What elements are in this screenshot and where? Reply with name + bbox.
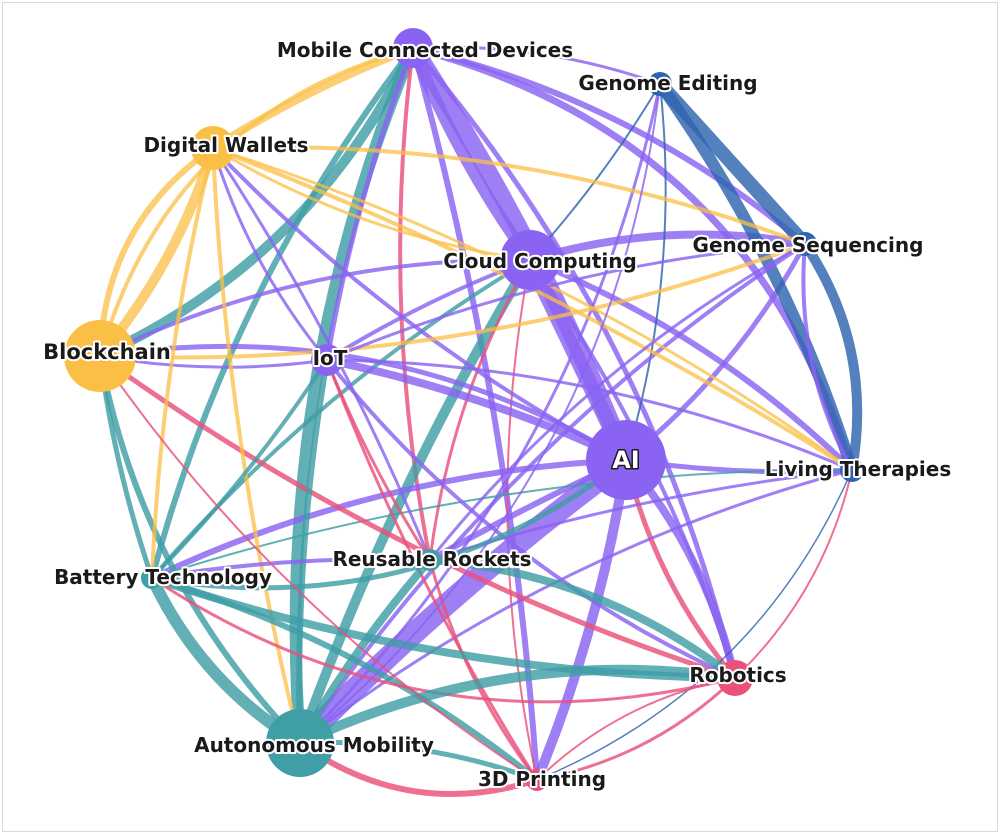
node-wallets[interactable]: [191, 126, 235, 170]
node-ai[interactable]: [586, 420, 666, 500]
edge-iot-robotics: [325, 358, 737, 680]
edge-genome_edit-living: [654, 78, 858, 476]
edge-ai-wallets: [211, 146, 628, 462]
edge-rockets-battery: [150, 557, 432, 580]
node-label-robotics: Robotics: [689, 663, 786, 687]
edge-printing-blockchain: [99, 355, 538, 781]
edge-rockets-genome_seq: [428, 242, 807, 562]
node-label-printing: 3D Printing: [478, 767, 606, 791]
edge-battery-ai: [149, 457, 629, 591]
nodes-layer: [64, 28, 864, 791]
node-label-battery: Battery Technology: [54, 565, 272, 589]
node-blockchain[interactable]: [64, 320, 136, 392]
edge-cloud-living: [527, 257, 855, 473]
node-mobile[interactable]: [393, 28, 433, 68]
node-label-genome-seq: Genome Sequencing: [693, 233, 924, 257]
node-label-iot: IoT: [313, 346, 348, 370]
edge-living-printing: [536, 469, 853, 781]
edge-genome_seq-wallets: [211, 144, 807, 246]
node-mobility[interactable]: [266, 709, 334, 777]
node-cloud[interactable]: [500, 230, 560, 290]
edge-mobile-genome_edit: [411, 45, 662, 86]
node-robotics[interactable]: [717, 660, 753, 696]
edge-wallets-battery: [150, 146, 215, 580]
node-living[interactable]: [840, 458, 864, 482]
edge-living-robotics: [734, 469, 853, 679]
node-label-mobility: Autonomous Mobility: [194, 733, 434, 757]
edge-rockets-printing: [428, 558, 539, 782]
node-iot[interactable]: [311, 344, 343, 376]
edge-robotics-printing: [535, 676, 737, 782]
node-label-wallets: Digital Wallets: [143, 133, 308, 157]
edge-cloud-genome_seq: [526, 230, 809, 264]
edge-mobile-wallets: [209, 44, 417, 152]
edge-mobile-battery: [149, 45, 416, 581]
node-genome-seq[interactable]: [793, 232, 817, 256]
edge-battery-printing: [149, 575, 540, 783]
node-label-blockchain: Blockchain: [43, 340, 171, 364]
node-printing[interactable]: [526, 769, 548, 791]
node-label-genome-edit: Genome Editing: [578, 71, 757, 95]
edge-mobility-robotics: [295, 664, 740, 748]
node-label-ai: AI: [612, 446, 640, 474]
edge-mobile-robotics: [410, 45, 738, 681]
edge-living-battery: [151, 468, 853, 579]
node-label-mobile: Mobile Connected Devices: [277, 38, 573, 62]
edge-blockchain-genome_seq: [98, 242, 807, 360]
edge-mobile-mobility: [289, 42, 419, 749]
edge-ai-printing: [532, 455, 631, 785]
edge-cloud-blockchain: [98, 257, 532, 358]
edge-ai-iot: [323, 356, 630, 464]
edge-wallets-living: [211, 146, 854, 472]
edge-genome_seq-living: [800, 239, 863, 475]
edge-mobile-blockchain: [95, 43, 418, 361]
edge-genome_seq-living: [801, 242, 854, 472]
edge-rockets-robotics: [426, 556, 739, 682]
edge-mobility-genome_edit: [299, 83, 661, 744]
edge-iot-genome_seq: [325, 242, 807, 362]
edge-robotics-printing: [536, 677, 736, 781]
edge-wallets-mobility: [211, 146, 302, 745]
node-battery[interactable]: [141, 567, 163, 589]
edge-wallets-iot: [211, 146, 329, 362]
node-label-rockets: Reusable Rockets: [332, 547, 531, 571]
node-label-living: Living Therapies: [765, 457, 951, 481]
edges-layer: [95, 39, 863, 798]
edge-ai-genome_edit: [625, 83, 667, 461]
node-genome-edit[interactable]: [648, 72, 672, 96]
edge-blockchain-mobility: [97, 353, 303, 746]
node-rockets[interactable]: [419, 549, 441, 571]
edge-iot-mobility: [296, 357, 330, 746]
node-label-cloud: Cloud Computing: [443, 249, 637, 273]
edge-wallets-cloud: [211, 146, 532, 262]
edge-iot-rockets: [325, 358, 432, 562]
edge-iot-battery: [150, 358, 329, 580]
